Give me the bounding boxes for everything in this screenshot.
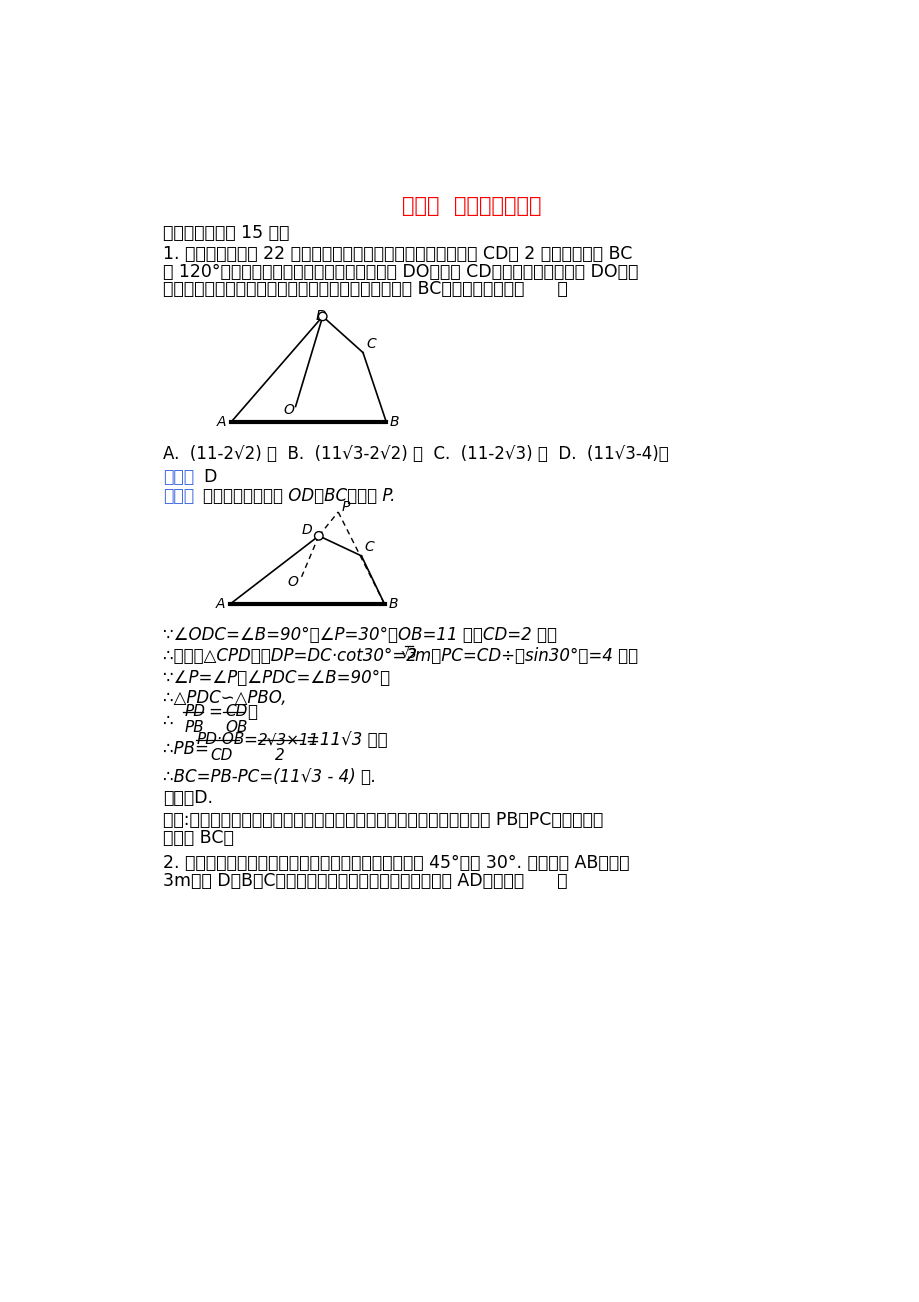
Text: 3: 3 xyxy=(407,647,416,660)
Text: CD: CD xyxy=(210,747,233,763)
Text: C: C xyxy=(367,337,376,352)
Text: 1. 如图，要在宽为 22 米的九州大道两边安装路灯，路灯的灯臂 CD长 2 米，且与灯柱 BC: 1. 如图，要在宽为 22 米的九州大道两边安装路灯，路灯的灯臂 CD长 2 米… xyxy=(163,245,631,263)
Text: 公路路面的中心线时照明效果最佳，此时，路灯的灯柱 BC高度应该设计为（      ）: 公路路面的中心线时照明效果最佳，此时，路灯的灯柱 BC高度应该设计为（ ） xyxy=(163,280,567,298)
Text: 分析:出现有直角的四边形时，应构造相应的直角三角形，利用相似求得 PB、PC，再相减即: 分析:出现有直角的四边形时，应构造相应的直角三角形，利用相似求得 PB、PC，再… xyxy=(163,811,603,829)
Text: 2. 如图，为安全起见，萌萌拟加长滑梯，将其倾斜角由 45°降至 30°. 已知滑梯 AB的长为: 2. 如图，为安全起见，萌萌拟加长滑梯，将其倾斜角由 45°降至 30°. 已知… xyxy=(163,854,629,872)
Text: PD: PD xyxy=(185,704,206,720)
Text: D: D xyxy=(203,469,217,486)
Circle shape xyxy=(318,312,326,320)
Text: ∴BC=PB-PC=(11√3 - 4) 米.: ∴BC=PB-PC=(11√3 - 4) 米. xyxy=(163,768,376,785)
Text: ∵∠P=∠P，∠PDC=∠B=90°，: ∵∠P=∠P，∠PDC=∠B=90°， xyxy=(163,669,390,687)
Text: PB: PB xyxy=(185,720,204,734)
Text: PD·OB: PD·OB xyxy=(196,732,244,747)
Text: 3m，点 D、B、C在同一水平地面上，那么加长后的滑梯 AD的长是（      ）: 3m，点 D、B、C在同一水平地面上，那么加长后的滑梯 AD的长是（ ） xyxy=(163,872,567,891)
Text: ∴△PDC∽△PBO,: ∴△PDC∽△PBO, xyxy=(163,689,286,707)
Text: O: O xyxy=(283,404,294,418)
Text: 可求得 BC长: 可求得 BC长 xyxy=(163,829,233,848)
Text: D: D xyxy=(315,309,326,323)
Text: √: √ xyxy=(401,647,409,660)
Text: 解答：如图，延长 OD，BC交于点 P.: 解答：如图，延长 OD，BC交于点 P. xyxy=(203,487,395,505)
Text: 第五节  三角函数的应用: 第五节 三角函数的应用 xyxy=(402,197,540,216)
Text: A: A xyxy=(215,598,225,612)
Text: O: O xyxy=(287,575,298,589)
Text: ∴: ∴ xyxy=(163,712,174,730)
Text: 2: 2 xyxy=(275,747,285,763)
Text: B: B xyxy=(390,415,399,428)
Text: D: D xyxy=(301,523,312,538)
Text: P: P xyxy=(341,500,349,513)
Text: =: = xyxy=(243,730,256,749)
Text: ∴PB=: ∴PB= xyxy=(163,740,209,758)
Text: CD: CD xyxy=(225,704,247,720)
Text: B: B xyxy=(388,598,398,612)
Text: ∵∠ODC=∠B=90°，∠P=30°，OB=11 米，CD=2 米，: ∵∠ODC=∠B=90°，∠P=30°，OB=11 米，CD=2 米， xyxy=(163,626,556,644)
Text: =: = xyxy=(208,703,221,721)
Text: ∴在直角△CPD中，DP=DC·cot30°=2: ∴在直角△CPD中，DP=DC·cot30°=2 xyxy=(163,647,416,665)
Text: 成 120°角，路灯采用圆锥形灯罩，灯罩的轴线 DO与灯臂 CD垂直，当灯罩的轴线 DO通过: 成 120°角，路灯采用圆锥形灯罩，灯罩的轴线 DO与灯臂 CD垂直，当灯罩的轴… xyxy=(163,263,638,280)
Circle shape xyxy=(314,531,323,540)
Text: A: A xyxy=(217,415,226,428)
Text: 2√3×11: 2√3×11 xyxy=(258,732,320,747)
Text: m，PC=CD÷（sin30°）=4 米，: m，PC=CD÷（sin30°）=4 米， xyxy=(414,647,638,665)
Text: OB: OB xyxy=(225,720,247,734)
Text: C: C xyxy=(364,540,374,555)
Text: 解析：: 解析： xyxy=(163,487,194,505)
Text: A.  (11-2√2) 米  B.  (11√3-2√2) 米  C.  (11-2√3) 米  D.  (11√3-4)米: A. (11-2√2) 米 B. (11√3-2√2) 米 C. (11-2√3… xyxy=(163,445,668,464)
Text: 一、单选题（共 15 题）: 一、单选题（共 15 题） xyxy=(163,224,289,242)
Text: ，: ， xyxy=(246,703,256,721)
Text: 故选：D.: 故选：D. xyxy=(163,789,213,807)
Text: =11√3 米，: =11√3 米， xyxy=(306,730,388,749)
Text: 答案：: 答案： xyxy=(163,469,194,486)
